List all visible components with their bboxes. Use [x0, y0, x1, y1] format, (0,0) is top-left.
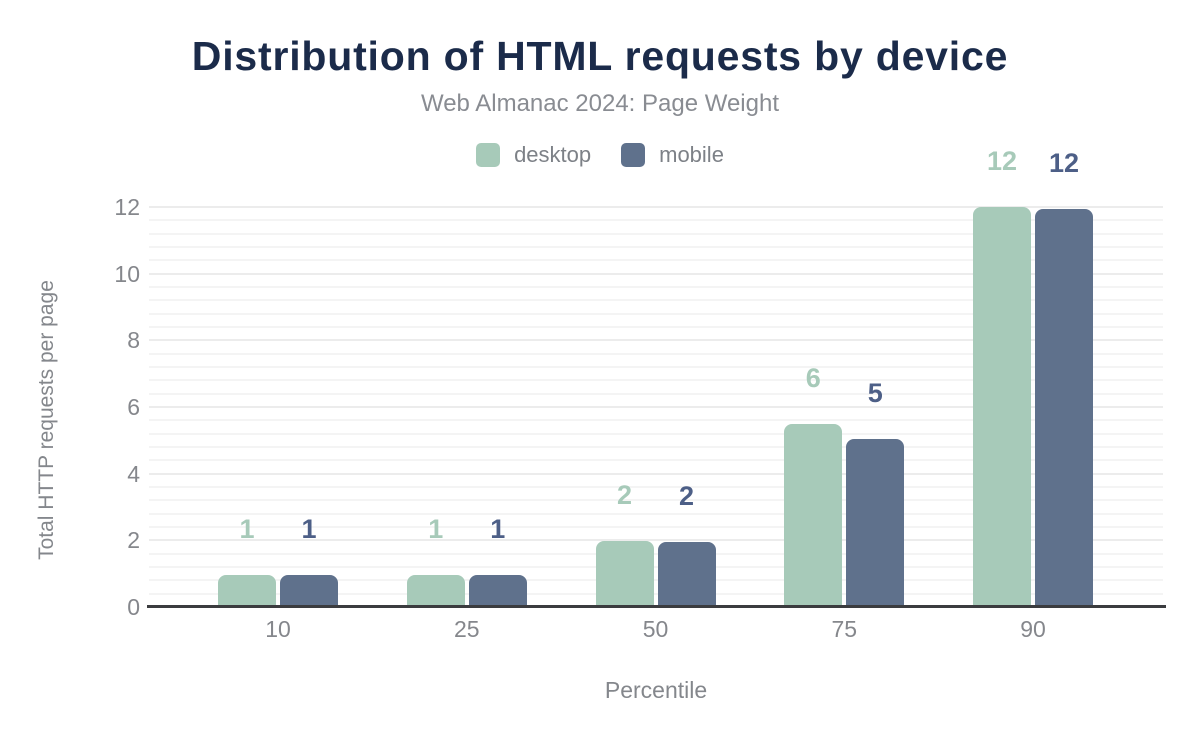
bar-label-desktop-p90: 12	[986, 146, 1018, 176]
x-axis-line	[147, 605, 1166, 608]
bar-label-desktop-p25: 1	[428, 513, 444, 544]
gridline-minor-y2.8	[149, 512, 1163, 515]
gridline-minor-y0.8	[149, 579, 1163, 582]
bar-desktop-p50[interactable]	[595, 541, 654, 607]
x-tick-75: 75	[831, 616, 858, 642]
bar-label-mobile-p75: 5	[867, 378, 883, 409]
gridline-minor-y1.2	[149, 566, 1163, 568]
chart-subtitle: Web Almanac 2024: Page Weight	[420, 90, 779, 117]
gridline-minor-y6.8	[149, 379, 1163, 382]
bar-mobile-p25[interactable]	[468, 574, 527, 607]
legend-swatch-icon-desktop	[476, 143, 501, 167]
gridline-minor-y9.2	[149, 299, 1163, 302]
x-tick-10: 10	[265, 616, 291, 642]
y-tick-8: 8	[127, 327, 140, 354]
gridline-minor-y3.2	[149, 499, 1163, 502]
bar-label-desktop-p75: 6	[805, 363, 821, 394]
bar-label-mobile-p25: 1	[490, 513, 506, 544]
legend-swatch-icon-mobile	[621, 143, 646, 167]
gridline-minor-y10.4	[149, 259, 1163, 262]
bar-desktop-p25[interactable]	[406, 574, 465, 607]
x-tick-25: 25	[453, 616, 480, 642]
bar-label-desktop-p10: 1	[239, 513, 255, 544]
y-tick-2: 2	[127, 527, 140, 554]
bar-desktop-p10[interactable]	[218, 574, 276, 607]
bar-label-mobile-p10: 1	[301, 513, 317, 544]
gridline-major-y12.0	[149, 206, 1163, 208]
x-axis-title: Percentile	[604, 677, 708, 703]
bar-mobile-p50[interactable]	[657, 542, 716, 607]
bar-label-mobile-p90: 12	[1048, 147, 1080, 178]
gridline-minor-y4.4	[149, 459, 1163, 462]
bar-mobile-p10[interactable]	[280, 574, 338, 607]
chart-title: Distribution of HTML requests by device	[191, 33, 1009, 79]
gridline-minor-y7.6	[149, 352, 1163, 355]
gridline-minor-y8.8	[149, 312, 1163, 315]
gridline-major-y8.0	[149, 339, 1163, 342]
gridline-minor-y3.6	[149, 486, 1163, 488]
legend-item-desktop[interactable]: desktop	[476, 142, 591, 168]
y-tick-10: 10	[114, 260, 140, 287]
legend-label-mobile: mobile	[659, 142, 724, 167]
gridline-minor-y11.6	[149, 219, 1163, 222]
gridline-major-y2.0	[149, 539, 1163, 542]
bar-label-mobile-p50: 2	[678, 481, 695, 511]
gridline-minor-y10.8	[149, 246, 1163, 248]
bar-label-desktop-p50: 2	[616, 480, 633, 511]
bar-mobile-p90[interactable]	[1035, 208, 1093, 607]
legend: desktop mobile	[0, 141, 1200, 169]
bar-desktop-p90[interactable]	[973, 207, 1031, 607]
gridline-major-y4.0	[149, 472, 1163, 475]
gridline-minor-y5.2	[149, 432, 1163, 435]
gridline-minor-y4.8	[149, 446, 1163, 448]
gridline-minor-y9.6	[149, 286, 1163, 288]
legend-item-mobile[interactable]: mobile	[621, 142, 724, 168]
gridline-minor-y2.4	[149, 526, 1163, 528]
gridline-minor-y1.6	[149, 552, 1163, 555]
gridline-minor-y6.4	[149, 392, 1163, 395]
bar-mobile-p75[interactable]	[846, 439, 905, 607]
gridline-major-y6.0	[149, 406, 1163, 408]
x-tick-90: 90	[1020, 616, 1046, 642]
gridline-minor-y7.2	[149, 366, 1163, 368]
gridline-minor-y8.4	[149, 326, 1163, 328]
bar-desktop-p75[interactable]	[784, 424, 843, 607]
y-tick-12: 12	[114, 194, 140, 220]
y-tick-4: 4	[127, 460, 140, 487]
gridline-major-y10.0	[149, 272, 1163, 275]
gridline-minor-y11.2	[149, 232, 1163, 235]
plot-area: 1 1 1 1 2 2 6 5 12 12	[149, 148, 1163, 607]
legend-label-desktop: desktop	[514, 142, 592, 167]
y-tick-6: 6	[127, 394, 140, 420]
x-tick-50: 50	[642, 616, 669, 642]
y-tick-0: 0	[127, 594, 140, 620]
gridline-minor-y5.6	[149, 419, 1163, 422]
gridline-minor-y0.4	[149, 592, 1163, 595]
